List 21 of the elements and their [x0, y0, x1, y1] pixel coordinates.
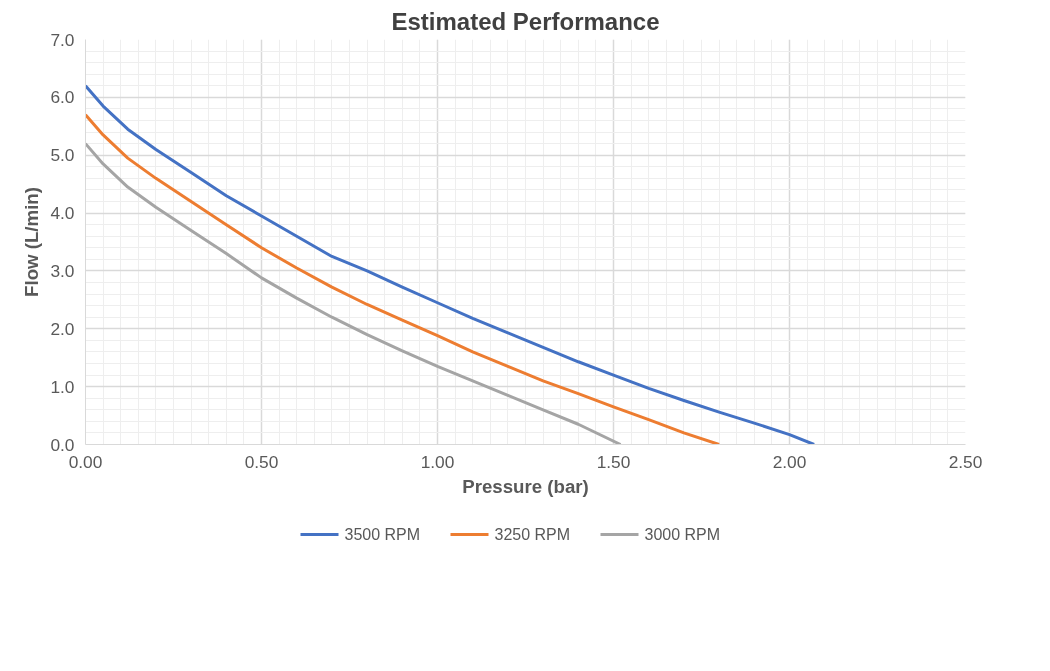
y-tick-label: 2.0: [50, 318, 75, 339]
x-tick-label: 0.50: [244, 451, 279, 472]
line-series: [85, 84, 816, 445]
y-tick-label: 6.0: [50, 87, 75, 108]
legend-label: 3000 RPM: [644, 526, 721, 543]
x-tick-label: 1.50: [596, 451, 631, 472]
y-tick-label: 7.0: [50, 29, 75, 50]
x-tick-label: 2.00: [772, 451, 807, 472]
line-series: [85, 113, 721, 445]
y-tick-label: 5.0: [50, 145, 75, 166]
y-axis-title: Flow (L/min): [21, 187, 43, 297]
y-tick-label: 4.0: [50, 203, 75, 224]
legend-label: 3500 RPM: [344, 526, 421, 543]
line-series: [85, 142, 623, 445]
y-tick-label: 1.0: [50, 376, 75, 397]
chart-title: Estimated Performance: [391, 7, 660, 35]
x-tick-label: 1.00: [420, 451, 455, 472]
legend-label: 3250 RPM: [494, 526, 571, 543]
x-axis-title: Pressure (bar): [462, 475, 589, 497]
y-tick-label: 3.0: [50, 260, 75, 281]
x-tick-label: 2.50: [948, 451, 983, 472]
